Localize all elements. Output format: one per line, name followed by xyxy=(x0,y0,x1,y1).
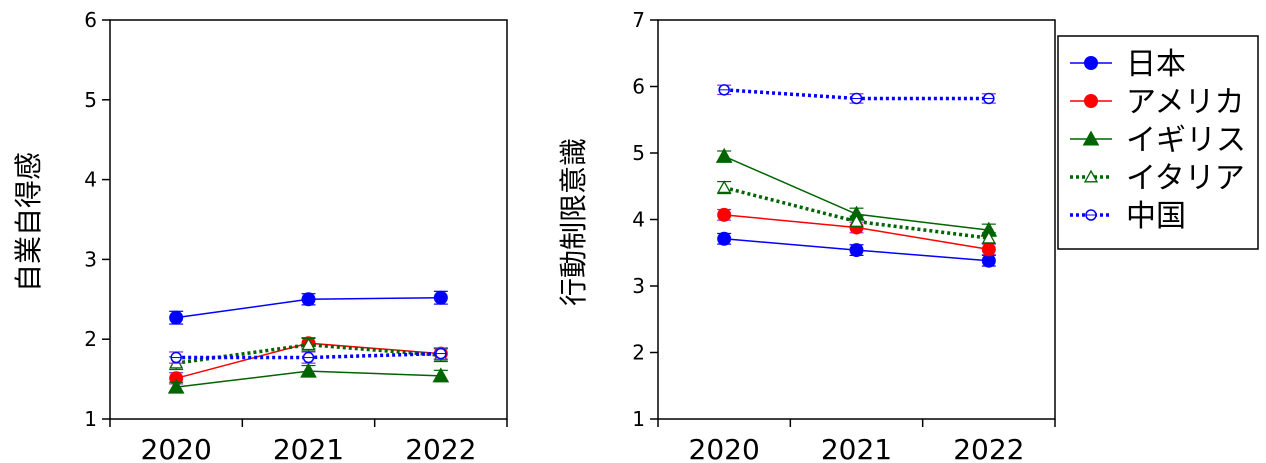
y-tick-label: 3 xyxy=(84,247,97,271)
y-tick-label: 6 xyxy=(84,8,97,32)
y-tick-label: 4 xyxy=(84,168,97,192)
x-axis-right: 2020 2021 2022 xyxy=(657,419,1056,463)
y-tick-label: 7 xyxy=(632,8,645,32)
y-tick-label: 5 xyxy=(632,141,645,165)
data-point-uk xyxy=(300,362,317,378)
y-tick-label: 1 xyxy=(84,407,97,431)
legend-marker-italy xyxy=(1083,169,1099,183)
x-tick-label: 2021 xyxy=(821,433,892,463)
data-point-japan xyxy=(717,231,732,246)
y-axis-label-left: 自業自得感 xyxy=(12,152,45,292)
legend-label: 中国 xyxy=(1126,199,1186,234)
y-axis-left: 1 2 3 4 5 6 xyxy=(84,8,110,431)
series-group-right xyxy=(715,84,998,268)
data-point-italy xyxy=(981,230,996,244)
x-tick-label: 2021 xyxy=(273,433,344,463)
series-china xyxy=(169,347,448,364)
legend-item-china: 中国 xyxy=(1070,199,1186,234)
series-japan xyxy=(717,231,996,268)
x-axis-left: 2020 2021 2022 xyxy=(109,419,508,463)
data-point-uk xyxy=(715,147,733,163)
data-point-italy xyxy=(301,337,316,351)
data-point-japan xyxy=(433,290,448,305)
data-point-japan xyxy=(301,292,316,307)
y-tick-label: 1 xyxy=(632,407,645,431)
y-tick-label: 3 xyxy=(632,274,645,298)
y-axis-right: 1 2 3 4 5 6 7 xyxy=(632,8,658,431)
legend-marker-uk xyxy=(1082,130,1100,146)
legend-item-usa: アメリカ xyxy=(1070,85,1245,120)
data-point-japan xyxy=(849,243,864,258)
legend-item-italy: イタリア xyxy=(1070,161,1245,196)
data-point-usa xyxy=(981,242,996,257)
chart-behavior-restriction: 1 2 3 4 5 6 7 2020 2021 2022 行動制限意識 xyxy=(557,8,1056,463)
y-axis-label-right: 行動制限意識 xyxy=(557,138,590,306)
series-italy xyxy=(717,180,996,245)
legend-label: イタリア xyxy=(1126,161,1245,196)
y-tick-label: 2 xyxy=(84,327,97,351)
legend-label: イギリス xyxy=(1126,123,1246,158)
series-usa xyxy=(717,207,996,257)
data-point-usa xyxy=(717,207,732,222)
data-point-italy xyxy=(849,214,864,227)
x-tick-label: 2022 xyxy=(953,433,1024,463)
data-point-uk xyxy=(167,378,185,394)
legend-item-japan: 日本 xyxy=(1070,47,1186,82)
series-uk xyxy=(167,362,450,394)
x-tick-label: 2020 xyxy=(689,433,760,463)
legend-marker-usa xyxy=(1084,94,1098,108)
y-tick-label: 5 xyxy=(84,88,97,112)
data-point-italy xyxy=(717,180,732,194)
legend-marker-japan xyxy=(1084,56,1098,70)
chart-self-blame: 1 2 3 4 5 6 2020 2021 2022 自業自得感 xyxy=(12,8,508,463)
series-group-left xyxy=(167,290,450,394)
data-point-uk xyxy=(432,367,450,383)
legend-label: アメリカ xyxy=(1126,85,1245,120)
x-tick-label: 2020 xyxy=(141,433,212,463)
legend-label: 日本 xyxy=(1126,47,1186,82)
y-tick-label: 2 xyxy=(632,341,645,365)
data-point-japan xyxy=(169,310,184,325)
series-japan xyxy=(169,290,448,325)
legend-item-uk: イギリス xyxy=(1070,123,1246,158)
y-tick-label: 4 xyxy=(632,208,645,232)
series-china xyxy=(717,84,996,105)
y-tick-label: 6 xyxy=(632,75,645,99)
x-tick-label: 2022 xyxy=(405,433,476,463)
